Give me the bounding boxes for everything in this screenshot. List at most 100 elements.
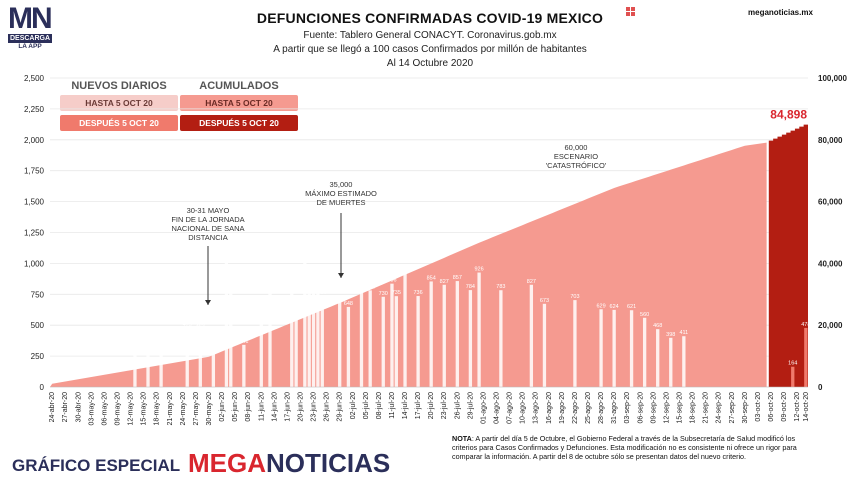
chart-title: DEFUNCIONES CONFIRMADAS COVID-19 MEXICO — [256, 10, 604, 26]
x-tick-label: 15-may-20 — [141, 392, 148, 426]
x-tick-label: 02-jun-20 — [219, 392, 226, 422]
daily-bar-label: 1044 — [299, 252, 311, 258]
y-left-tick-label: 1,000 — [24, 259, 45, 268]
x-tick-label: 14-oct-20 — [803, 392, 810, 422]
footer-special-label: GRÁFICO ESPECIAL — [12, 456, 181, 475]
daily-bar-label: 648 — [344, 301, 353, 307]
x-tick-label: 29-jun-20 — [337, 392, 344, 422]
daily-bar — [311, 269, 316, 387]
brand-icon[interactable] — [626, 7, 635, 16]
daily-bar — [477, 272, 481, 387]
daily-bar — [159, 345, 163, 387]
daily-bar — [211, 342, 216, 387]
x-tick-label: 15-sep-20 — [676, 392, 683, 424]
x-tick-label: 20-jun-20 — [297, 392, 304, 422]
daily-bar — [320, 296, 324, 387]
daily-bar — [669, 337, 673, 387]
daily-bar-label: 164 — [788, 361, 797, 367]
x-tick-label: 23-jul-20 — [441, 392, 448, 419]
daily-bar-label: 673 — [540, 298, 549, 304]
legend-cumulative-before: HASTA 5 OCT 20 — [180, 95, 298, 111]
y-left-tick-label: 500 — [31, 321, 45, 330]
daily-bar-label: 463 — [196, 324, 205, 330]
site-link[interactable]: meganoticias.mx — [748, 8, 813, 17]
x-tick-label: 22-ago-20 — [572, 392, 579, 424]
footnote: NOTA: A partir del día 5 de Octubre, el … — [452, 434, 812, 462]
daily-bar-label: 294 — [130, 345, 139, 351]
daily-bar-label: 560 — [640, 312, 649, 318]
daily-bar — [804, 327, 808, 387]
daily-bar — [468, 290, 473, 387]
daily-bar-label: 836 — [387, 278, 396, 284]
daily-bar — [346, 306, 351, 387]
footer-brand-a: MEGA — [188, 448, 266, 478]
x-tick-label: 01-ago-20 — [480, 392, 487, 424]
daily-bar-label: 334 — [156, 340, 165, 346]
x-tick-label: 06-sep-20 — [637, 392, 644, 424]
daily-bar — [307, 293, 311, 387]
daily-bar-label: 827 — [527, 279, 536, 285]
daily-bar — [290, 291, 294, 387]
footer-brand-logo[interactable]: MEGANOTICIAS — [188, 448, 390, 479]
cumulative-final-label: 84,898 — [770, 108, 807, 122]
daily-bar — [429, 281, 433, 387]
x-tick-label: 27-abr-20 — [62, 392, 69, 422]
daily-bar-label: 783 — [496, 284, 505, 290]
x-tick-label: 18-sep-20 — [690, 392, 697, 424]
logo-app-label: LA APP — [18, 43, 42, 50]
x-tick-label: 19-ago-20 — [559, 392, 566, 424]
y-left-tick-label: 2,000 — [24, 136, 45, 145]
daily-bar-label: 478 — [801, 322, 810, 328]
x-tick-label: 03-oct-20 — [755, 392, 762, 422]
daily-bar-label: 468 — [653, 323, 662, 329]
x-tick-label: 02-jul-20 — [350, 392, 357, 419]
annotation-text: 35,000 — [330, 180, 353, 189]
chart-date: Al 14 Octubre 2020 — [386, 58, 474, 69]
x-tick-label: 06-may-20 — [101, 392, 108, 426]
daily-bar — [268, 293, 272, 387]
x-tick-label: 24-sep-20 — [716, 392, 723, 424]
cumulative-area-before — [50, 142, 767, 387]
legend-daily-before: HASTA 5 OCT 20 — [60, 95, 178, 111]
footnote-text: : A partir del día 5 de Octubre, el Gobi… — [452, 434, 797, 462]
daily-bar-label: 398 — [666, 332, 675, 338]
x-tick-label: 21-sep-20 — [703, 392, 710, 424]
y-left-tick-label: 750 — [31, 290, 45, 299]
daily-bar-label: 857 — [453, 275, 462, 281]
y-right-tick-label: 40,000 — [818, 259, 843, 268]
x-tick-label: 08-jul-20 — [376, 392, 383, 419]
chart-source: Fuente: Tablero General CONACYT. Coronav… — [303, 30, 557, 41]
app-logo[interactable]: MN DESCARGA LA APP — [8, 4, 53, 51]
daily-bar-label: 624 — [610, 304, 619, 310]
daily-bar — [185, 327, 189, 387]
daily-bar-label: 735 — [392, 290, 401, 296]
daily-bar-label: 741 — [335, 289, 344, 295]
x-tick-label: 09-may-20 — [115, 392, 122, 426]
daily-bar-label: 782 — [366, 284, 375, 290]
daily-bar-label: 759 — [305, 287, 314, 293]
x-tick-label: 26-jun-20 — [324, 392, 331, 422]
daily-bar-label: 827 — [440, 279, 449, 285]
daily-bar — [599, 309, 603, 387]
daily-bar — [442, 284, 446, 387]
x-tick-label: 12-oct-20 — [794, 392, 801, 422]
annotation-arrowhead — [338, 273, 344, 278]
daily-bar — [316, 288, 320, 387]
daily-bar — [198, 329, 202, 387]
logo-download-label: DESCARGA — [8, 34, 52, 43]
daily-bar-label: 647 — [292, 301, 301, 307]
daily-bar — [338, 295, 342, 387]
annotation-marker — [574, 197, 578, 202]
daily-bar-label: 730 — [379, 291, 388, 297]
daily-bar-label: 793 — [313, 283, 322, 289]
x-tick-label: 11-jun-20 — [258, 392, 265, 421]
daily-bar — [133, 350, 137, 387]
y-left-tick-label: 1,750 — [24, 167, 45, 176]
daily-bar — [224, 252, 229, 387]
daily-bar — [368, 290, 372, 387]
x-tick-label: 18-may-20 — [154, 392, 161, 426]
x-tick-label: 04-ago-20 — [494, 392, 501, 424]
x-tick-label: 10-ago-20 — [520, 392, 527, 424]
x-tick-label: 14-jul-20 — [402, 392, 409, 419]
